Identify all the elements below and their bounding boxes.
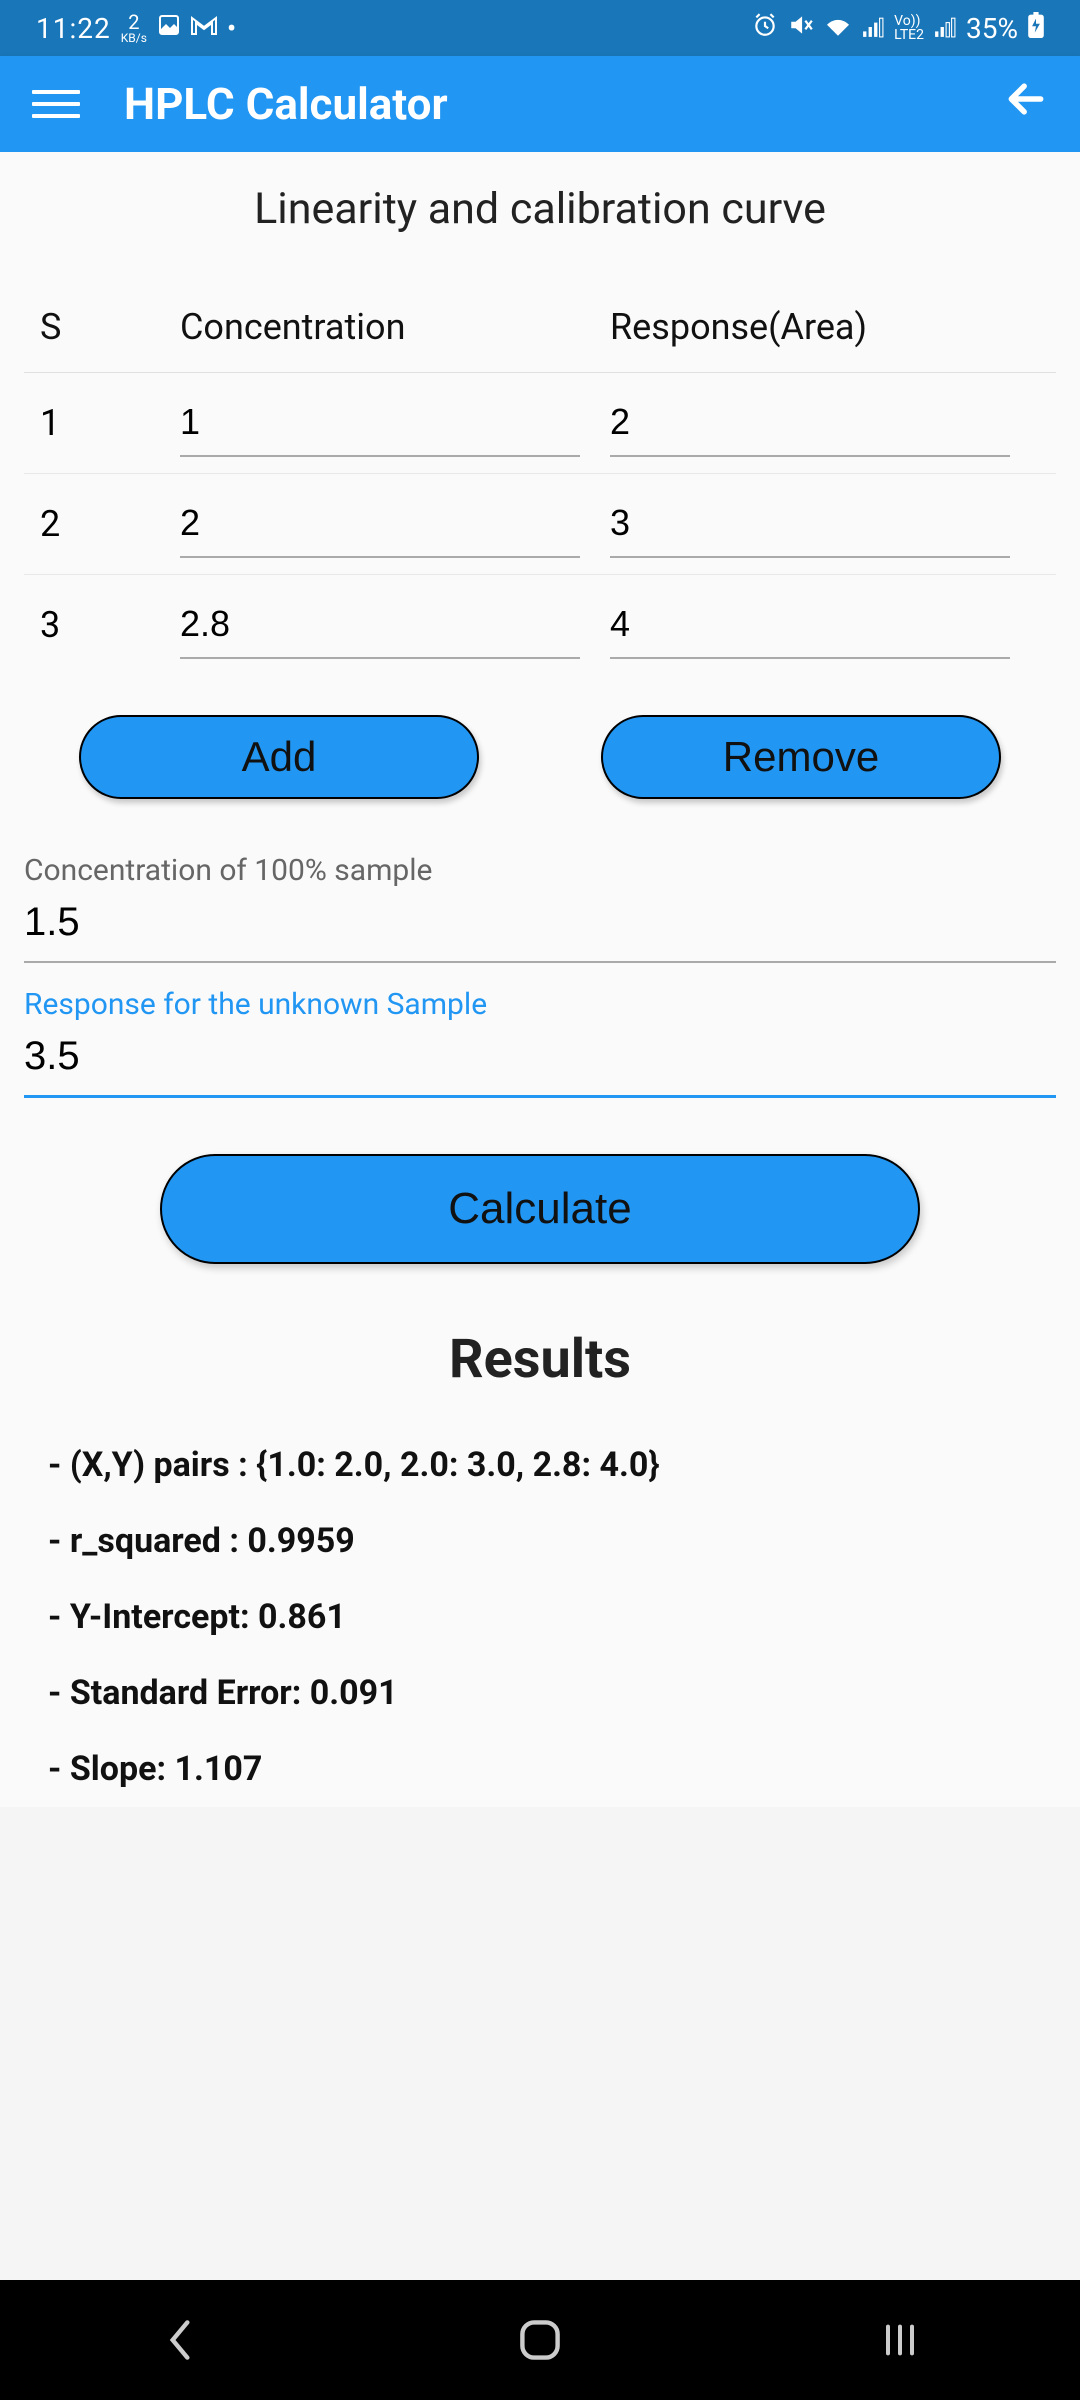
concentration-input[interactable]: [180, 490, 580, 558]
dot-icon: •: [227, 12, 236, 45]
unknown-label: Response for the unknown Sample: [24, 987, 1056, 1022]
mute-icon: [788, 12, 814, 45]
remove-button[interactable]: Remove: [601, 715, 1001, 799]
result-item: - Slope: 1.107: [24, 1731, 1056, 1807]
response-input[interactable]: [610, 389, 1010, 457]
page-heading: Linearity and calibration curve: [24, 152, 1056, 282]
battery-icon: [1028, 12, 1044, 45]
app-title: HPLC Calculator: [124, 78, 1004, 130]
lte-indicator: Vo)) LTE2: [894, 14, 924, 42]
app-bar: HPLC Calculator: [0, 56, 1080, 152]
signal-icon-1: [862, 12, 884, 45]
row-index: 3: [40, 604, 180, 646]
nav-back-icon[interactable]: [150, 2310, 210, 2370]
image-icon: [157, 13, 181, 43]
result-item: - Standard Error: 0.091: [24, 1655, 1056, 1731]
row-index: 2: [40, 503, 180, 545]
status-time: 11:22: [36, 12, 111, 45]
response-input[interactable]: [610, 591, 1010, 659]
conc100-label: Concentration of 100% sample: [24, 853, 1056, 888]
unknown-input[interactable]: [24, 1026, 1056, 1098]
results-heading: Results: [24, 1304, 1056, 1427]
battery-text: 35%: [966, 12, 1018, 45]
button-row: Add Remove: [24, 675, 1056, 829]
header-concentration: Concentration: [180, 306, 610, 348]
conc100-field: Concentration of 100% sample: [24, 829, 1056, 963]
navigation-bar: [0, 2280, 1080, 2400]
result-item: - r_squared : 0.9959: [24, 1503, 1056, 1579]
unknown-field: Response for the unknown Sample: [24, 963, 1056, 1098]
wifi-icon: [824, 12, 852, 45]
result-item: - (X,Y) pairs : {1.0: 2.0, 2.0: 3.0, 2.8…: [24, 1427, 1056, 1503]
content-area: Linearity and calibration curve S Concen…: [0, 152, 1080, 1807]
status-bar: 11:22 2 KB/s • Vo)) LTE2: [0, 0, 1080, 56]
add-button[interactable]: Add: [79, 715, 479, 799]
signal-icon-2: [934, 12, 956, 45]
row-index: 1: [40, 402, 180, 444]
gmail-icon: [191, 14, 217, 42]
menu-icon[interactable]: [32, 90, 80, 118]
table-row: 2: [24, 474, 1056, 575]
status-right: Vo)) LTE2 35%: [752, 12, 1044, 45]
nav-recents-icon[interactable]: [870, 2310, 930, 2370]
status-left: 11:22 2 KB/s •: [36, 12, 236, 45]
response-input[interactable]: [610, 490, 1010, 558]
calculate-wrap: Calculate: [24, 1098, 1056, 1304]
calculate-button[interactable]: Calculate: [160, 1154, 920, 1264]
data-rate-indicator: 2 KB/s: [121, 12, 147, 44]
concentration-input[interactable]: [180, 591, 580, 659]
table-header: S Concentration Response(Area): [24, 282, 1056, 373]
nav-home-icon[interactable]: [510, 2310, 570, 2370]
header-response: Response(Area): [610, 306, 1040, 348]
table-row: 1: [24, 373, 1056, 474]
concentration-input[interactable]: [180, 389, 580, 457]
back-arrow-icon[interactable]: [1004, 76, 1048, 133]
alarm-icon: [752, 12, 778, 45]
header-s: S: [40, 306, 180, 348]
conc100-input[interactable]: [24, 892, 1056, 963]
table-row: 3: [24, 575, 1056, 675]
result-item: - Y-Intercept: 0.861: [24, 1579, 1056, 1655]
